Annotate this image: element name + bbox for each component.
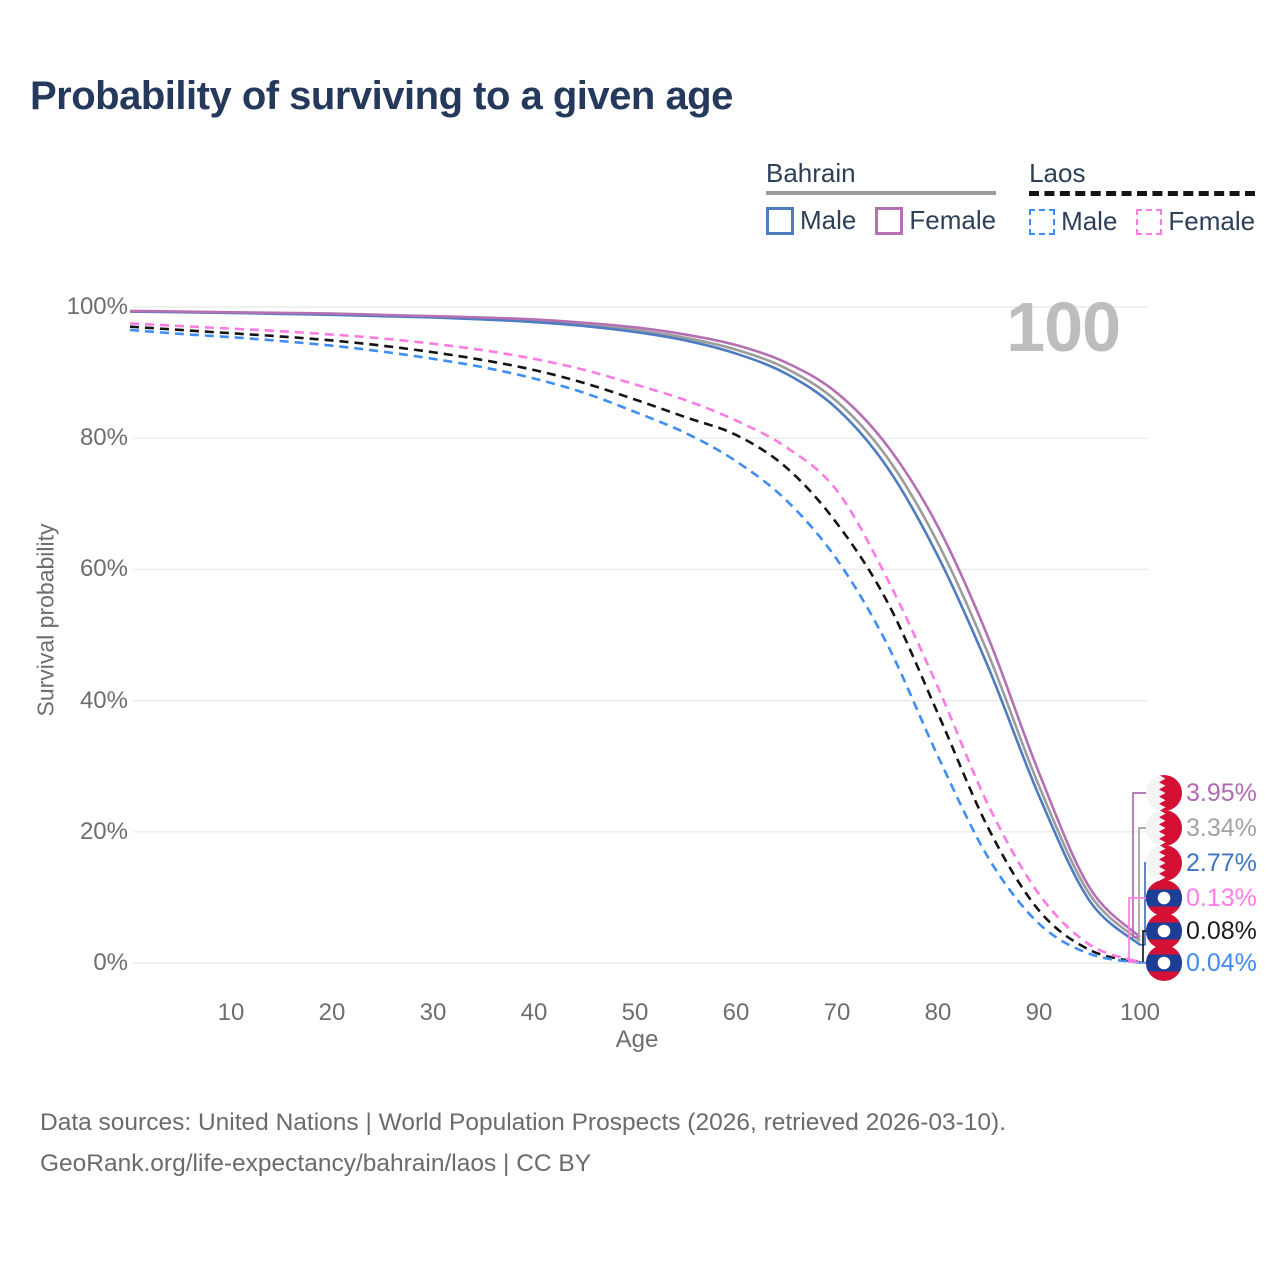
legend-group-laos-label: Laos	[1029, 158, 1086, 188]
x-axis-title: Age	[615, 1026, 659, 1053]
series-bahrain-male	[129, 310, 1141, 946]
series-laos-total	[129, 325, 1141, 964]
legend-item-label: Female	[1168, 206, 1256, 236]
x-tick-20: 20	[318, 999, 346, 1026]
x-tick-100: 100	[1119, 999, 1161, 1026]
end-value: 3.34%	[1186, 813, 1257, 842]
age-watermark: 100	[1006, 288, 1121, 366]
footer: Data sources: United Nations | World Pop…	[40, 1102, 1006, 1184]
legend-item-label: Male	[1061, 206, 1118, 236]
x-tick-10: 10	[217, 999, 245, 1026]
end-label-laos-male: 0.04%	[1146, 945, 1257, 981]
x-tick-80: 80	[924, 999, 952, 1026]
leader-laos-female	[1128, 897, 1147, 963]
laos-flag-icon	[1146, 880, 1182, 916]
laos-flag-icon	[1146, 945, 1182, 981]
attribution-link[interactable]: GeoRank.org/life-expectancy/bahrain/laos…	[40, 1150, 592, 1177]
end-value: 0.04%	[1186, 948, 1257, 977]
y-tick-0: 0%	[93, 949, 128, 976]
y-tick-80: 80%	[79, 424, 128, 452]
end-label-laos-total: 0.08%	[1146, 913, 1257, 949]
y-tick-40: 40%	[79, 686, 128, 714]
bahrain-male-swatch	[766, 206, 794, 235]
laos-male-swatch	[1029, 208, 1056, 235]
end-value: 0.08%	[1186, 916, 1257, 945]
bahrain-flag-icon	[1146, 810, 1182, 846]
legend-group-bahrain-label: Bahrain	[766, 158, 856, 188]
series-laos-male	[129, 328, 1141, 965]
legend-group-laos: Laos Male Female	[1029, 158, 1256, 237]
laos-flag-icon	[1146, 913, 1182, 949]
legend-item-laos-male[interactable]: Male	[1029, 206, 1117, 237]
end-label-bahrain-total: 3.34%	[1146, 810, 1257, 846]
bahrain-female-swatch	[875, 206, 904, 235]
end-value: 2.77%	[1186, 848, 1257, 877]
data-sources-line: Data sources: United Nations | World Pop…	[40, 1109, 1007, 1136]
laos-dashed-line-swatch	[1029, 191, 1256, 196]
series-laos-female	[129, 322, 1141, 964]
leader-bahrain-total	[1138, 827, 1147, 942]
y-tick-100: 100%	[66, 293, 128, 320]
x-tick-30: 30	[419, 999, 447, 1026]
bahrain-flag-icon	[1146, 845, 1182, 881]
legend-item-bahrain-female[interactable]: Female	[875, 205, 996, 236]
laos-female-swatch	[1136, 208, 1163, 235]
end-value: 3.95%	[1186, 778, 1257, 807]
series-bahrain-female	[129, 309, 1141, 939]
end-value: 0.13%	[1186, 883, 1257, 912]
page-title: Probability of surviving to a given age	[30, 74, 733, 118]
y-tick-20: 20%	[79, 817, 128, 845]
legend: Bahrain Male Female Laos Male	[766, 158, 1256, 237]
y-tick-60: 60%	[79, 555, 128, 583]
bahrain-flag-icon	[1146, 775, 1182, 811]
end-label-bahrain-male: 2.77%	[1146, 845, 1257, 881]
x-tick-70: 70	[823, 999, 851, 1026]
legend-item-bahrain-male[interactable]: Male	[766, 205, 856, 236]
legend-group-bahrain: Bahrain Male Female	[766, 158, 997, 237]
leader-bahrain-female	[1132, 792, 1147, 938]
series-bahrain-total	[129, 309, 1141, 943]
end-label-bahrain-female: 3.95%	[1146, 775, 1257, 811]
x-tick-40: 40	[520, 999, 548, 1026]
x-tick-90: 90	[1025, 999, 1053, 1026]
end-label-laos-female: 0.13%	[1146, 880, 1257, 916]
legend-item-laos-female[interactable]: Female	[1136, 206, 1255, 237]
legend-item-label: Female	[909, 205, 997, 235]
x-tick-50: 50	[621, 999, 649, 1026]
legend-item-label: Male	[800, 205, 857, 235]
bahrain-solid-line-swatch	[766, 191, 997, 195]
x-tick-60: 60	[722, 999, 750, 1026]
